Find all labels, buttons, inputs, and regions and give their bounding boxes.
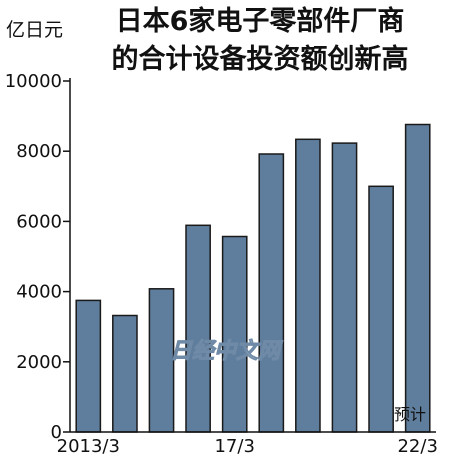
bar-15-3 [148,288,175,433]
watermark: 日经中文网 [170,338,283,364]
bar-20-3 [331,142,358,433]
x-tick-label: 2013/3 [57,436,120,457]
bar-17-3 [221,235,248,433]
y-ticks-group: 0 2000 4000 6000 8000 10000 [5,71,70,443]
y-tick-label: 8000 [16,141,62,162]
bar-18-3 [258,153,285,433]
bar-14-3 [112,314,138,433]
bar-22-3 [404,123,431,433]
bar-16-3 [185,224,211,433]
chart-title-line-2: 的合计设备投资额创新高 [112,43,409,75]
chart-title-line-1: 日本6家电子零部件厂商 [116,5,405,37]
bars-group [75,123,431,433]
bar-21-3 [368,185,394,433]
bar-19-3 [295,138,321,433]
y-tick-label: 10000 [5,71,62,92]
y-tick-label: 4000 [16,282,62,303]
bar-2013-3 [75,299,102,433]
y-tick-label: 6000 [16,211,62,232]
x-ticks-group: 2013/3 17/3 22/3 [57,436,438,457]
x-tick-label: 17/3 [214,436,254,457]
x-tick-label: 22/3 [397,436,437,457]
forecast-annotation: 预计 [394,405,426,424]
y-tick-label: 0 [51,422,62,443]
y-axis-unit-label: 亿日元 [6,19,63,41]
y-tick-label: 2000 [16,352,62,373]
